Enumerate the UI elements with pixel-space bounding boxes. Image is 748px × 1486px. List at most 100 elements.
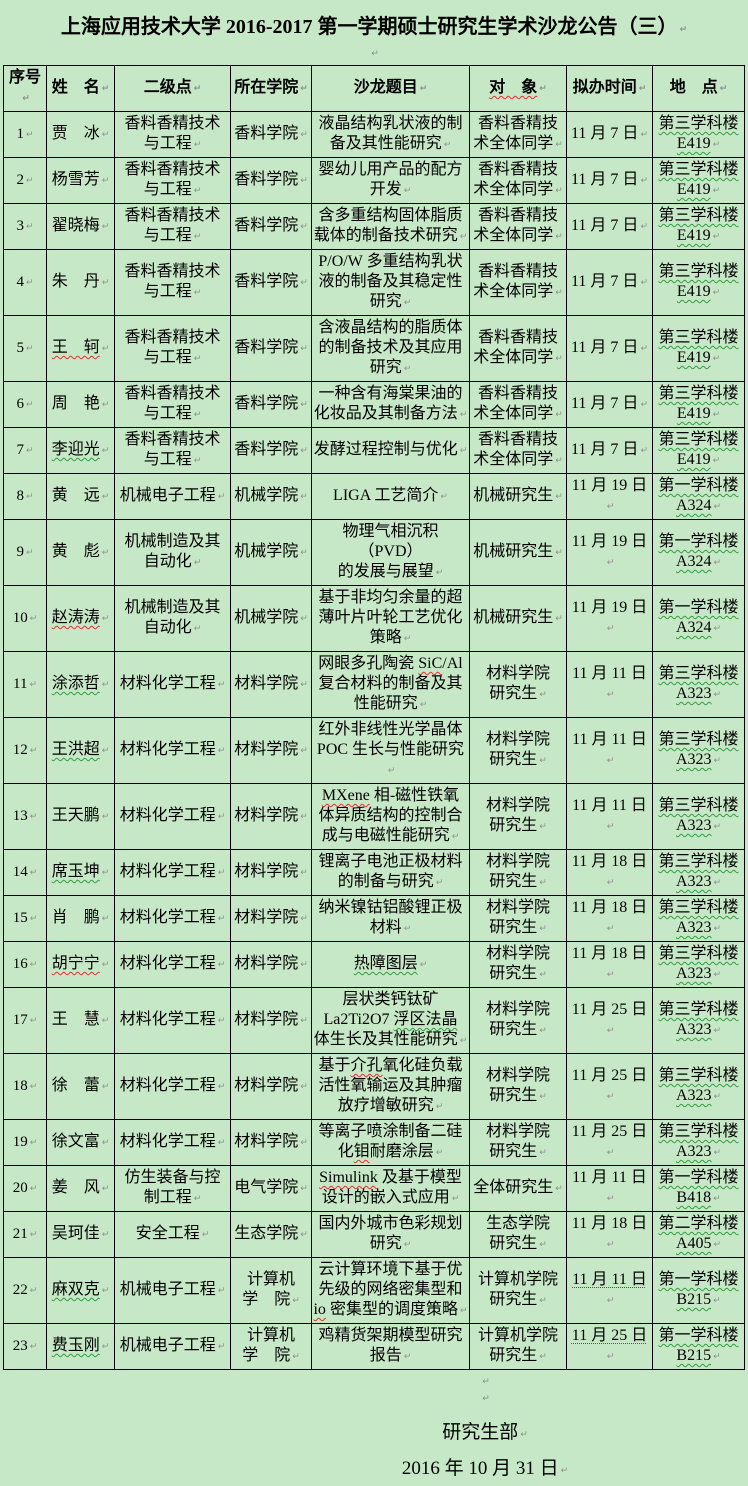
table-row: 3 ↵ 翟晓梅 ↵ 香料香精技术 与工程 ↵ 香料学院 ↵ 含多重结构固体脂质 载体的制备技术研究 ↵… xyxy=(3,203,745,250)
paragraph-mark-icon: ↵ xyxy=(443,140,452,150)
paragraph-mark-icon: ↵ xyxy=(101,1016,110,1026)
cell-time: 11 月 25 日↵ xyxy=(566,1053,653,1120)
paragraph-mark-icon: ↵ xyxy=(403,1352,412,1362)
cell-audience: 材料学院 研究生 ↵ xyxy=(469,941,567,988)
table-row: 9 ↵ 黄 彪 ↵ 机械制造及其 自动化 ↵ 机械学院 ↵ 物理气相沉积（PVD） 的发展与展望 ↵ 机… xyxy=(3,519,745,586)
table-row: 13 ↵ 王天鹏 ↵ 材料化学工程 ↵ 材料学院 ↵ MXene 相-磁性铁氧 体异质结构的控制合… xyxy=(3,783,745,850)
cell-name: 徐文富 ↵ xyxy=(46,1119,115,1166)
cell-name: 周 艳 ↵ xyxy=(46,381,115,428)
paragraph-mark-icon: ↵ xyxy=(539,1148,547,1158)
paragraph-mark-icon: ↵ xyxy=(606,502,615,512)
paragraph-mark-icon: ↵ xyxy=(29,960,38,970)
paragraph-mark-icon: ↵ xyxy=(292,1296,300,1306)
cell-topic: 红外非线性光学晶体 POC 生长与性能研究↵ xyxy=(311,717,470,784)
paragraph-mark-icon: ↵ xyxy=(539,1352,547,1362)
cell-discipline: 机械制造及其 自动化 ↵ xyxy=(114,585,231,652)
paragraph-mark-icon: ↵ xyxy=(217,680,226,690)
cell-no: 9 ↵ xyxy=(3,519,47,586)
cell-audience: 材料学院 研究生 ↵ xyxy=(469,987,567,1054)
paragraph-mark-icon: ↵ xyxy=(193,558,202,568)
paragraph-mark-icon: ↵ xyxy=(555,354,563,364)
cell-college: 香料学院 ↵ xyxy=(230,249,312,316)
cell-audience: 香料香精技 术全体同学 ↵ xyxy=(469,427,567,474)
cell-time: 11 月 19 日↵ xyxy=(566,519,653,586)
paragraph-mark-icon: ↵ xyxy=(713,924,722,934)
cell-time: 11 月 7 日 ↵ xyxy=(566,381,653,428)
paragraph-mark-icon: ↵ xyxy=(640,344,648,354)
table-row: 23 ↵ 费玉刚 ↵ 机械电子工程 ↵ 计算机学 院 ↵ 鸡精货架期模型研究 报告 ↵ 计算机学院 研究… xyxy=(3,1323,745,1370)
paragraph-mark-icon: ↵ xyxy=(29,1138,38,1148)
cell-no: 6 ↵ xyxy=(3,381,47,428)
cell-college: 机械学院 ↵ xyxy=(230,585,312,652)
cell-no: 2 ↵ xyxy=(3,157,47,204)
cell-location: 第一学科楼 B215 ↵ xyxy=(652,1257,745,1324)
table-row: 1 ↵ 贾 冰 ↵ 香料香精技术 与工程 ↵ 香料学院 ↵ 液晶结构乳状液的制 备及其性能研究 ↵ 香料… xyxy=(3,111,745,158)
paragraph-mark-icon: ↵ xyxy=(606,1240,615,1250)
cell-time: 11 月 11 日↵ xyxy=(566,1257,653,1324)
paragraph-mark-icon: ↵ xyxy=(29,868,38,878)
paragraph-mark-icon: ↵ xyxy=(606,1194,615,1204)
cell-topic: 网眼多孔陶瓷 SiC/Al 复合材料的制备及其 性能研究 ↵ xyxy=(311,651,470,718)
cell-discipline: 香料香精技术 与工程 ↵ xyxy=(114,427,231,474)
table-row: 6 ↵ 周 艳 ↵ 香料香精技术 与工程 ↵ 香料学院 ↵ 一种含有海棠果油的 化妆品及其制备方法 ↵… xyxy=(3,381,745,428)
paragraph-mark-icon: ↵ xyxy=(193,232,202,242)
paragraph-mark-icon: ↵ xyxy=(451,1194,460,1204)
paragraph-mark-icon: ↵ xyxy=(101,812,110,822)
cell-discipline: 香料香精技术 与工程 ↵ xyxy=(114,315,231,382)
paragraph-mark-icon: ↵ xyxy=(640,176,648,186)
cell-no: 8 ↵ xyxy=(3,473,47,520)
cell-no: 15 ↵ xyxy=(3,895,47,942)
paragraph-mark-icon: ↵ xyxy=(606,1352,615,1362)
table-row: 11 ↵ 涂添哲 ↵ 材料化学工程 ↵ 材料学院 ↵ 网眼多孔陶瓷 SiC/Al 复合材料的制备及… xyxy=(3,651,745,718)
paragraph-mark-icon: ↵ xyxy=(217,960,226,970)
paragraph-mark-icon: ↵ xyxy=(300,914,308,924)
cell-name: 王 轲 ↵ xyxy=(46,315,115,382)
paragraph-mark-icon: ↵ xyxy=(712,410,721,420)
paragraph-mark-icon: ↵ xyxy=(101,222,110,232)
paragraph-mark-icon: ↵ xyxy=(713,1194,721,1204)
paragraph-mark-icon: ↵ xyxy=(201,1230,210,1240)
paragraph-mark-icon: ↵ xyxy=(712,232,721,242)
paragraph-mark-icon: ↵ xyxy=(539,822,547,832)
paragraph-mark-icon: ↵ xyxy=(193,354,202,364)
cell-time: 11 月 11 日↵ xyxy=(566,1165,653,1212)
cell-name: 涂添哲 ↵ xyxy=(46,651,115,718)
cell-location: 第二学科楼 A405 ↵ xyxy=(652,1211,745,1258)
cell-no: 11 ↵ xyxy=(3,651,47,718)
paragraph-mark-icon: ↵ xyxy=(300,680,308,690)
paragraph-mark-icon: ↵ xyxy=(101,1138,110,1148)
paragraph-mark-icon: ↵ xyxy=(539,878,547,888)
paragraph-mark-icon: ↵ xyxy=(101,130,110,140)
paragraph-mark-icon: ↵ xyxy=(713,690,722,700)
cell-audience: 香料香精技 术全体同学 ↵ xyxy=(469,157,567,204)
paragraph-mark-icon: ↵ xyxy=(606,970,615,980)
paragraph-mark-icon: ↵ xyxy=(101,746,110,756)
cell-name: 黄 远 ↵ xyxy=(46,473,115,520)
paragraph-mark-icon: ↵ xyxy=(555,140,563,150)
cell-location: 第三学科楼 A323 ↵ xyxy=(652,895,745,942)
paragraph-mark-icon: ↵ xyxy=(217,746,226,756)
cell-audience: 机械研究生 ↵ xyxy=(469,473,567,520)
blank-paragraph xyxy=(235,1389,735,1406)
paragraph-mark-icon: ↵ xyxy=(555,186,563,196)
paragraph-mark-icon: ↵ xyxy=(713,1240,722,1250)
paragraph-mark-icon: ↵ xyxy=(435,568,444,578)
paragraph-mark-icon: ↵ xyxy=(300,868,308,878)
cell-time: 11 月 11 日↵ xyxy=(566,783,653,850)
cell-topic: 液晶结构乳状液的制 备及其性能研究 ↵ xyxy=(311,111,470,158)
paragraph-mark-icon: ↵ xyxy=(101,960,110,970)
cell-discipline: 材料化学工程 ↵ xyxy=(114,651,231,718)
cell-location: 第三学科楼 E419 ↵ xyxy=(652,381,745,428)
cell-location: 第三学科楼 A323 ↵ xyxy=(652,651,745,718)
paragraph-mark-icon: ↵ xyxy=(713,1092,722,1102)
paragraph-mark-icon: ↵ xyxy=(101,1184,110,1194)
table-row: 16 ↵ 胡宁宁 ↵ 材料化学工程 ↵ 材料学院 ↵ 热障图层 ↵ 材料学院 研究生 ↵ 11 月 18 … xyxy=(3,941,745,988)
table-header-row: 序号↵ 姓 名 ↵ 二级点 ↵ 所在学院 ↵ 沙龙题目 ↵ 对 象 ↵ 拟办时间 ↵ 地 点 ↵ xyxy=(3,65,745,112)
cell-topic: 含多重结构固体脂质 载体的制备技术研究 ↵ xyxy=(311,203,470,250)
cell-audience: 材料学院 研究生 ↵ xyxy=(469,717,567,784)
paragraph-mark-icon: ↵ xyxy=(300,278,308,288)
cell-topic: 纳米镍钴铝酸锂正极 材料 ↵ xyxy=(311,895,470,942)
paragraph-mark-icon: ↵ xyxy=(300,446,308,456)
cell-time: 11 月 19 日↵ xyxy=(566,473,653,520)
paragraph-mark-icon: ↵ xyxy=(459,446,468,456)
